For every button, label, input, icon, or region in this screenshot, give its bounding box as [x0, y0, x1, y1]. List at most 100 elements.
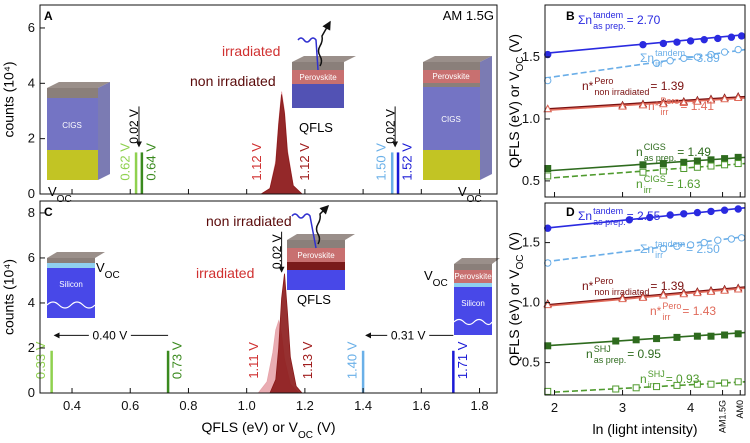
- axis-label-part: (V): [313, 419, 336, 435]
- series-name: non irradiated: [206, 213, 292, 229]
- delta-label: 0.02 V: [383, 109, 397, 144]
- y-axis-label: QFLS (eV) or VOC (V): [506, 34, 526, 168]
- data-point: [693, 288, 702, 297]
- axis-label-subscript: OC: [515, 57, 526, 72]
- delta-label-bg: [387, 327, 430, 344]
- tandem-cell-sketch: Perovskite CIGS: [423, 56, 492, 180]
- cell-label: Perovskite: [432, 72, 470, 81]
- y-axis-label: counts (10⁴): [1, 61, 17, 137]
- voc-sub: OC: [467, 194, 482, 205]
- series-label-sub: irr: [655, 250, 663, 260]
- series-label-sup: tandem: [655, 48, 685, 58]
- data-point: [680, 54, 688, 62]
- series-label-value: = 2.50: [686, 242, 720, 256]
- y-tick-label: 4: [28, 75, 35, 90]
- data-point: [659, 39, 668, 48]
- data-point: [700, 238, 708, 247]
- data-point: [733, 284, 743, 293]
- voc-sub: OC: [105, 270, 120, 281]
- data-point: [659, 244, 668, 253]
- data-point: [632, 384, 640, 392]
- series-label-sup: CIGS: [644, 142, 666, 152]
- x-tick-label: 3: [619, 400, 626, 415]
- series-label-sup: SHJ: [648, 369, 665, 379]
- data-point: [720, 285, 729, 294]
- x-tick-label: 2: [551, 400, 558, 415]
- voc-v: V: [48, 184, 57, 199]
- data-point: [666, 57, 674, 65]
- series-label-value: = 1.49: [677, 145, 711, 159]
- series-label-value: = 1.41: [680, 99, 714, 113]
- series-name: irradiated: [196, 265, 254, 281]
- series-label-sup: Pero: [594, 276, 613, 286]
- series-label-sub: as prep.: [594, 355, 627, 365]
- data-point: [734, 330, 742, 338]
- voc-value-label: 0.62 V: [117, 143, 132, 181]
- series-label: n: [640, 372, 647, 386]
- data-point: [693, 53, 702, 61]
- data-point: [721, 155, 729, 163]
- axis-label-subscript: OC: [515, 255, 526, 270]
- y-tick-label: 1.5: [522, 235, 540, 250]
- voc-v: V: [96, 260, 105, 275]
- series-label-sub: as prep.: [644, 153, 677, 163]
- voc-value-label: 1.13 V: [300, 341, 315, 379]
- voc-value-label: 1.12 V: [249, 143, 264, 181]
- data-point: [612, 337, 620, 345]
- x-tick-label: 1.4: [354, 398, 372, 413]
- data-point: [666, 211, 674, 219]
- y-axis-label: QFLS (eV) or VOC (V): [506, 232, 526, 366]
- series-label-sub: irr: [662, 312, 670, 322]
- voc-value-label: 1.50 V: [374, 143, 389, 181]
- voc-value-label: 1.40 V: [345, 341, 360, 379]
- series-label-sub: non irradiated: [594, 87, 649, 97]
- data-point: [721, 331, 729, 339]
- data-point: [686, 241, 695, 249]
- axis-label-part: QFLS (eV) or V: [201, 419, 298, 435]
- series-label-value: = 3.89: [686, 51, 720, 65]
- data-point: [720, 94, 729, 103]
- data-point: [733, 93, 743, 102]
- x-tick-label: 4: [687, 400, 694, 415]
- data-point: [646, 213, 654, 222]
- series-label-sub: irr: [655, 59, 663, 69]
- data-point: [653, 335, 661, 343]
- y-tick-label: 0.5: [522, 173, 540, 188]
- peak-area: [259, 94, 303, 195]
- data-point: [639, 161, 647, 169]
- axis-label-part: (V): [506, 34, 522, 57]
- cell-label: CIGS: [441, 115, 461, 124]
- tandem-cell-sketch: Perovskite Silicon: [453, 258, 500, 335]
- series-label-sub: as prep.: [593, 21, 626, 31]
- y-tick-label: 6: [28, 250, 35, 265]
- data-point: [714, 34, 722, 43]
- data-point: [734, 205, 742, 213]
- voc-value-label: 0.73 V: [170, 341, 185, 379]
- series-label-value: = 2.70: [627, 13, 661, 27]
- cell-label: Silicon: [59, 280, 83, 289]
- y-tick-label: 6: [28, 20, 35, 35]
- x-tick-label: 1.2: [296, 398, 314, 413]
- data-point: [680, 165, 688, 173]
- data-point: [679, 98, 689, 106]
- y-tick-label: 0: [28, 186, 35, 201]
- voc-label: VOC: [96, 260, 120, 281]
- peak-area: [269, 273, 303, 394]
- delta-label: 0.40 V: [93, 328, 128, 342]
- perovskite-sketch: Perovskite QFLS: [292, 20, 356, 135]
- series-name: non irradiated: [190, 73, 276, 89]
- data-point: [618, 101, 627, 110]
- data-point: [680, 158, 688, 166]
- data-point: [639, 168, 647, 176]
- data-point: [680, 210, 688, 218]
- series-label-sup: Pero: [660, 96, 679, 106]
- series-label-sup: CIGS: [644, 174, 666, 184]
- voc-label: VOC: [424, 268, 448, 289]
- y-axis-label: counts (10⁴): [1, 259, 17, 335]
- data-point: [706, 287, 716, 295]
- data-point: [693, 208, 702, 217]
- voc-v: V: [458, 184, 467, 199]
- y-tick-label: 1.0: [522, 295, 540, 310]
- voc-value-label: 1.52 V: [399, 143, 414, 181]
- data-point: [673, 242, 681, 250]
